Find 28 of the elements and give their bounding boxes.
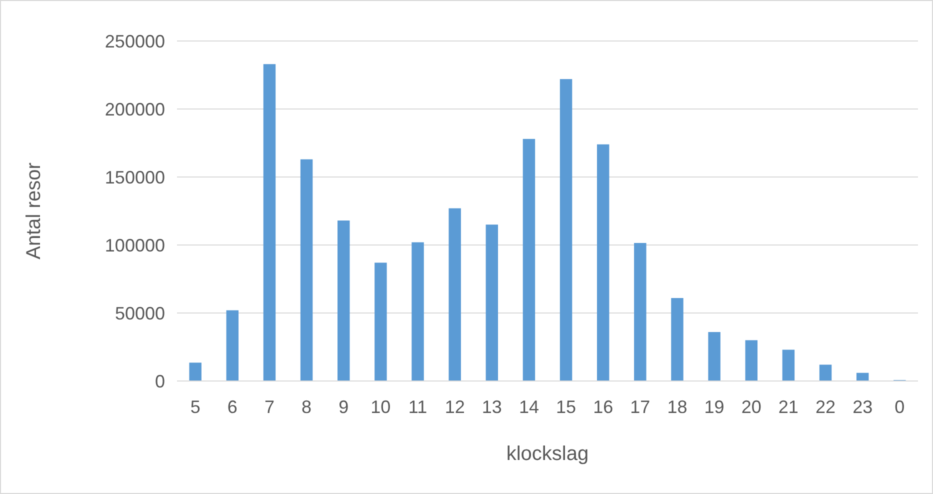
x-tick-label: 19 [704, 397, 724, 417]
y-axis-title: Antal resor [23, 162, 45, 260]
x-tick-label: 6 [227, 397, 238, 417]
x-tick-label: 12 [444, 397, 465, 417]
x-tick-label: 16 [593, 397, 614, 417]
x-tick-label: 5 [190, 397, 200, 417]
x-tick-label: 11 [408, 397, 428, 417]
x-axis-title: klockslag [506, 443, 589, 465]
y-tick-label: 100000 [104, 235, 165, 256]
y-tick-label: 150000 [104, 167, 165, 188]
y-tick-label: 0 [154, 371, 165, 392]
x-tick-label: 7 [264, 397, 274, 417]
y-tick-label: 250000 [104, 31, 165, 52]
x-tick-label: 22 [816, 397, 836, 417]
x-tick-label: 21 [778, 397, 798, 417]
y-tick-label: 50000 [114, 303, 165, 324]
x-tick-label: 9 [338, 397, 349, 417]
x-tick-label: 18 [667, 397, 688, 417]
x-tick-label: 10 [370, 397, 391, 417]
x-tick-label: 20 [741, 397, 762, 417]
x-tick-label: 8 [302, 397, 312, 417]
y-tick-label: 200000 [104, 99, 165, 120]
x-tick-label: 0 [894, 397, 905, 417]
x-tick-label: 13 [482, 397, 502, 417]
x-tick-label: 17 [630, 397, 650, 417]
x-tick-label: 14 [518, 397, 539, 417]
x-tick-label: 15 [556, 397, 576, 417]
x-tick-label: 23 [852, 397, 873, 417]
